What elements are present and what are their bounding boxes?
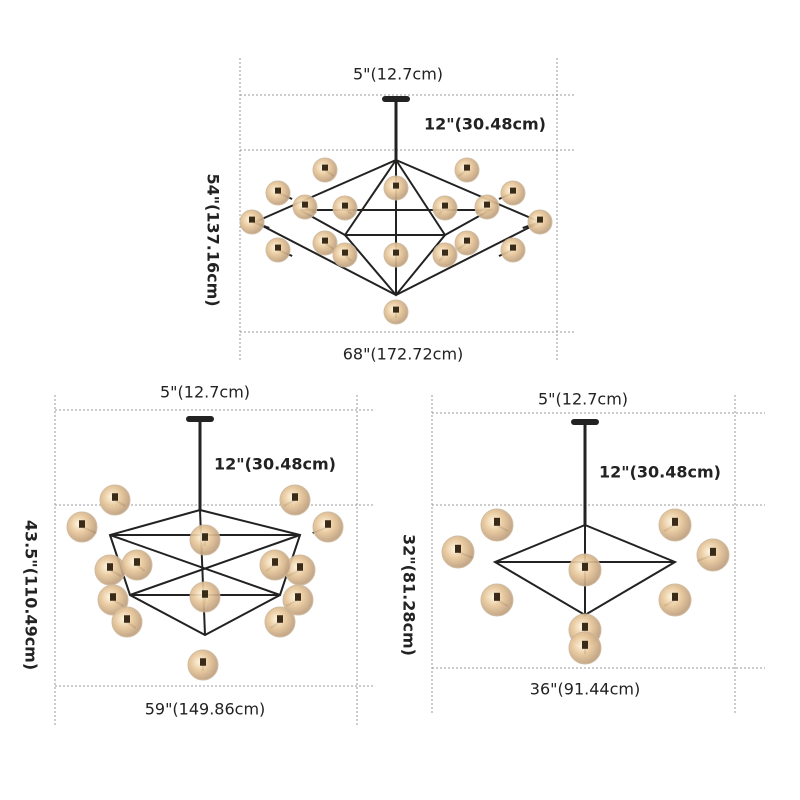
socket bbox=[302, 201, 308, 208]
frame bbox=[129, 534, 301, 596]
socket bbox=[277, 615, 283, 623]
socket bbox=[202, 533, 208, 541]
socket bbox=[464, 164, 470, 171]
height: 43.5"(110.49cm) bbox=[22, 520, 41, 670]
socket bbox=[272, 558, 278, 566]
socket bbox=[107, 563, 113, 571]
socket bbox=[494, 592, 500, 601]
socket bbox=[582, 622, 588, 631]
height: 54"(137.16cm) bbox=[204, 173, 223, 306]
socket bbox=[510, 244, 516, 251]
socket bbox=[79, 520, 85, 528]
width: 68"(172.72cm) bbox=[343, 345, 464, 364]
socket bbox=[393, 182, 399, 189]
socket bbox=[249, 216, 255, 223]
socket bbox=[484, 201, 490, 208]
rod-length: 12"(30.48cm) bbox=[214, 455, 336, 474]
socket bbox=[134, 558, 140, 566]
socket bbox=[393, 249, 399, 256]
socket bbox=[200, 658, 206, 666]
width: 36"(91.44cm) bbox=[530, 680, 640, 699]
socket bbox=[292, 493, 298, 501]
top-width: 5"(12.7cm) bbox=[160, 383, 250, 402]
socket bbox=[537, 216, 543, 223]
socket bbox=[672, 592, 678, 601]
canopy bbox=[186, 416, 214, 422]
socket bbox=[442, 249, 448, 256]
socket bbox=[582, 640, 588, 649]
rod-length: 12"(30.48cm) bbox=[424, 115, 546, 134]
socket bbox=[494, 517, 500, 526]
socket bbox=[110, 593, 116, 601]
socket bbox=[275, 187, 281, 194]
socket bbox=[582, 562, 588, 571]
dimension-lines bbox=[54, 58, 765, 725]
socket bbox=[342, 202, 348, 209]
frame bbox=[299, 209, 494, 236]
socket bbox=[295, 593, 301, 601]
chandeliers bbox=[66, 96, 730, 681]
socket bbox=[442, 202, 448, 209]
socket bbox=[342, 249, 348, 256]
socket bbox=[322, 164, 328, 171]
socket bbox=[202, 590, 208, 598]
socket bbox=[297, 563, 303, 571]
socket bbox=[124, 615, 130, 623]
socket bbox=[322, 237, 328, 244]
socket bbox=[510, 187, 516, 194]
socket bbox=[325, 520, 331, 528]
socket bbox=[710, 547, 716, 556]
socket bbox=[112, 493, 118, 501]
socket bbox=[672, 517, 678, 526]
top-width: 5"(12.7cm) bbox=[353, 65, 443, 84]
frame bbox=[109, 534, 281, 596]
rod-length: 12"(30.48cm) bbox=[599, 463, 721, 482]
height: 32"(81.28cm) bbox=[400, 534, 419, 656]
width: 59"(149.86cm) bbox=[145, 700, 266, 719]
socket bbox=[455, 544, 461, 553]
socket bbox=[393, 306, 399, 313]
socket bbox=[464, 237, 470, 244]
canopy bbox=[571, 419, 599, 425]
canopy bbox=[382, 96, 410, 102]
top-width: 5"(12.7cm) bbox=[538, 390, 628, 409]
socket bbox=[275, 244, 281, 251]
